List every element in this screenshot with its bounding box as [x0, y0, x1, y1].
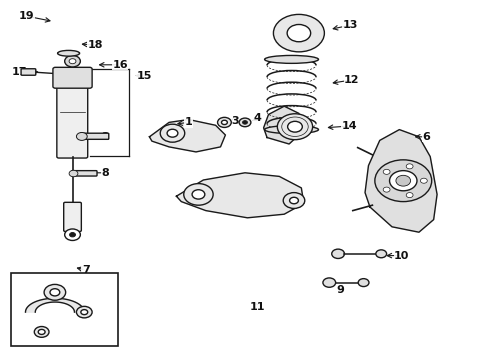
Circle shape — [396, 175, 411, 186]
Circle shape — [65, 55, 80, 67]
Circle shape — [383, 187, 390, 192]
Circle shape — [50, 289, 60, 296]
Circle shape — [375, 160, 432, 202]
Text: 18: 18 — [88, 40, 103, 50]
Circle shape — [38, 329, 45, 334]
Circle shape — [283, 193, 305, 208]
Text: 10: 10 — [394, 251, 410, 261]
Circle shape — [167, 129, 178, 137]
Text: 2: 2 — [101, 132, 109, 142]
Circle shape — [70, 233, 75, 237]
Polygon shape — [176, 173, 304, 218]
Text: 8: 8 — [101, 168, 109, 178]
Ellipse shape — [58, 50, 79, 56]
FancyBboxPatch shape — [57, 83, 88, 158]
Circle shape — [406, 164, 413, 169]
Circle shape — [44, 284, 66, 300]
Text: 5: 5 — [300, 118, 308, 128]
Circle shape — [69, 59, 76, 64]
Text: 19: 19 — [19, 11, 35, 21]
Circle shape — [192, 190, 205, 199]
Circle shape — [288, 121, 302, 132]
Polygon shape — [264, 106, 303, 144]
Text: 12: 12 — [344, 75, 360, 85]
Circle shape — [273, 14, 324, 52]
Circle shape — [277, 114, 313, 140]
Text: 11: 11 — [249, 302, 265, 312]
Text: 6: 6 — [422, 132, 430, 142]
Ellipse shape — [265, 126, 318, 134]
Circle shape — [76, 306, 92, 318]
Circle shape — [383, 169, 390, 174]
FancyBboxPatch shape — [72, 171, 97, 176]
Circle shape — [243, 121, 247, 124]
Polygon shape — [149, 120, 225, 152]
Circle shape — [376, 250, 387, 258]
Text: 3: 3 — [231, 116, 239, 126]
Circle shape — [218, 117, 231, 127]
FancyBboxPatch shape — [64, 202, 81, 231]
Circle shape — [160, 124, 185, 142]
Text: 7: 7 — [82, 265, 90, 275]
Circle shape — [390, 171, 417, 191]
Circle shape — [221, 120, 227, 125]
Circle shape — [287, 24, 311, 42]
Text: 4: 4 — [253, 113, 261, 123]
Circle shape — [323, 278, 336, 287]
Circle shape — [65, 229, 80, 240]
Circle shape — [290, 197, 298, 204]
FancyBboxPatch shape — [80, 133, 109, 139]
Polygon shape — [365, 130, 437, 232]
Circle shape — [332, 249, 344, 258]
Text: 1: 1 — [185, 117, 193, 127]
Text: 17: 17 — [12, 67, 27, 77]
Circle shape — [184, 184, 213, 205]
Text: 14: 14 — [342, 121, 358, 131]
FancyBboxPatch shape — [21, 69, 36, 75]
Text: 15: 15 — [137, 71, 152, 81]
Text: 13: 13 — [343, 20, 358, 30]
Polygon shape — [25, 298, 84, 312]
Circle shape — [76, 132, 87, 140]
Ellipse shape — [265, 55, 318, 63]
Circle shape — [69, 170, 78, 177]
Circle shape — [420, 178, 427, 183]
FancyBboxPatch shape — [53, 67, 92, 88]
Text: 9: 9 — [337, 285, 344, 295]
Circle shape — [358, 279, 369, 287]
Bar — [11, 273, 118, 346]
Circle shape — [34, 327, 49, 337]
Circle shape — [81, 310, 88, 315]
Text: 16: 16 — [112, 60, 128, 70]
Circle shape — [239, 118, 251, 127]
Circle shape — [406, 193, 413, 198]
